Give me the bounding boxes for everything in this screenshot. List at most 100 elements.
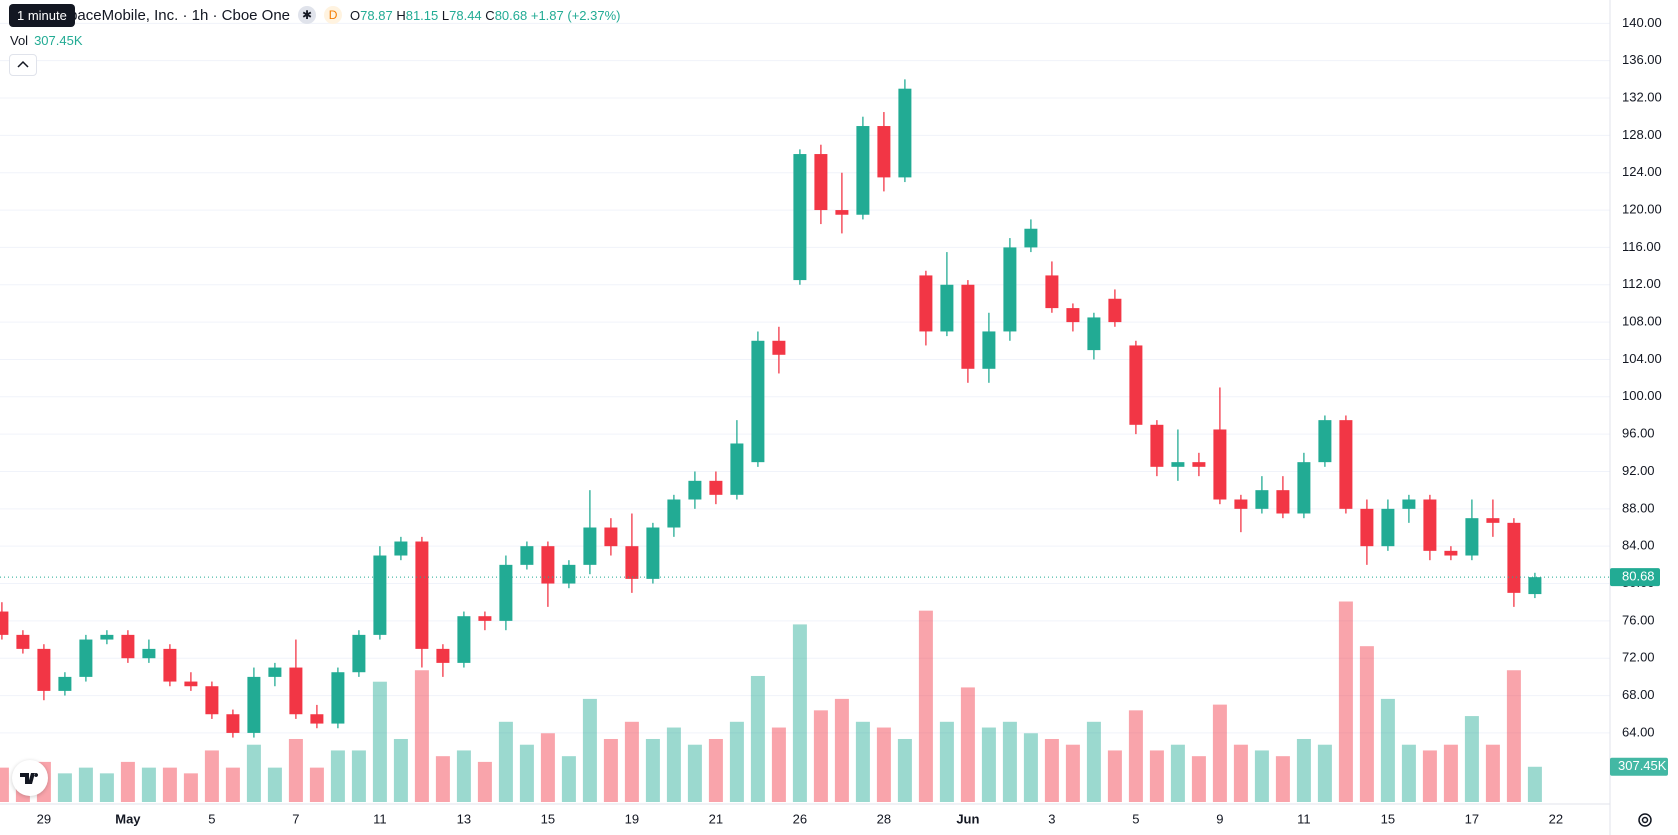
candle-body xyxy=(268,667,282,677)
volume-bar xyxy=(141,767,156,802)
candle-body xyxy=(247,676,261,733)
candle-body xyxy=(625,546,639,579)
y-tick-label: 64.00 xyxy=(1622,724,1655,739)
volume-bar xyxy=(456,750,471,802)
volume-bar xyxy=(1212,704,1227,802)
x-tick-label: 13 xyxy=(457,811,471,826)
candle-body xyxy=(1402,499,1416,509)
volume-bar xyxy=(393,738,408,802)
candle-body xyxy=(982,331,996,369)
candle-body xyxy=(1192,462,1206,467)
tradingview-logo[interactable] xyxy=(12,760,48,796)
y-tick-label: 136.00 xyxy=(1622,52,1662,67)
volume-bar xyxy=(813,710,828,802)
volume-bar xyxy=(309,767,324,802)
volume-bar xyxy=(876,727,891,802)
candle-body xyxy=(688,480,702,500)
volume-bar xyxy=(582,698,597,802)
x-tick-label: May xyxy=(115,811,141,826)
candle-body xyxy=(37,648,51,691)
volume-bar xyxy=(561,756,576,802)
volume-bar xyxy=(1044,738,1059,802)
y-tick-label: 128.00 xyxy=(1622,127,1662,142)
x-tick-label: 28 xyxy=(877,811,891,826)
volume-bar xyxy=(414,670,429,802)
volume-bar xyxy=(960,687,975,802)
volume-bar xyxy=(603,738,618,802)
x-tick-label: 3 xyxy=(1048,811,1055,826)
x-tick-label: 26 xyxy=(793,811,807,826)
volume-bar xyxy=(771,727,786,802)
candle-body xyxy=(1486,518,1500,523)
volume-bar xyxy=(267,767,282,802)
candle-body xyxy=(310,714,324,724)
candle-body xyxy=(1444,550,1458,556)
candle-body xyxy=(1234,499,1248,509)
y-tick-label: 100.00 xyxy=(1622,388,1662,403)
volume-bar xyxy=(330,750,345,802)
volume-bar xyxy=(1317,744,1332,802)
candle-body xyxy=(499,564,513,621)
y-tick-label: 76.00 xyxy=(1622,612,1655,627)
candle-body xyxy=(1150,424,1164,467)
volume-bar xyxy=(897,738,912,802)
price-tag xyxy=(1610,568,1660,587)
candle-body xyxy=(772,340,786,355)
candle-body xyxy=(1066,308,1080,323)
candle-body xyxy=(646,527,660,579)
volume-legend: Vol 307.45K xyxy=(10,33,83,48)
volume-bar xyxy=(792,624,807,802)
candle-body xyxy=(856,126,870,215)
chevron-icon xyxy=(17,60,29,68)
volume-bar xyxy=(435,756,450,802)
y-tick-label: 124.00 xyxy=(1622,164,1662,179)
candle-body xyxy=(58,676,72,691)
volume-bar xyxy=(1338,601,1353,802)
candle-body xyxy=(667,499,681,528)
volume-bar xyxy=(1107,750,1122,802)
candle-body xyxy=(436,648,450,663)
volume-bar xyxy=(540,733,555,802)
volume-bar xyxy=(1002,721,1017,802)
volume-bar xyxy=(351,750,366,802)
candle-body xyxy=(1465,518,1479,556)
y-tick-label: 120.00 xyxy=(1622,202,1662,217)
y-tick-label: 88.00 xyxy=(1622,500,1655,515)
volume-bar xyxy=(1128,710,1143,802)
candle-body xyxy=(394,541,408,556)
volume-bar xyxy=(162,767,177,802)
candle-body xyxy=(184,681,198,687)
x-tick-label: 5 xyxy=(208,811,215,826)
volume-bar xyxy=(1506,670,1521,802)
x-tick-label: 15 xyxy=(1381,811,1395,826)
candle-body xyxy=(1087,317,1101,351)
y-tick-label: 96.00 xyxy=(1622,426,1655,441)
volume-bar xyxy=(708,738,723,802)
volume-bar xyxy=(204,750,219,802)
status-badge: ✱ xyxy=(298,6,317,24)
candle-body xyxy=(121,634,135,659)
volume-bar xyxy=(1464,716,1479,802)
volume-bar xyxy=(225,767,240,802)
candle-body xyxy=(1318,420,1332,463)
candle-body xyxy=(877,126,891,178)
volume-bar xyxy=(1422,750,1437,802)
candle-body xyxy=(730,443,744,495)
candle-body xyxy=(226,714,240,733)
collapse-button[interactable] xyxy=(9,54,37,76)
y-tick-label: 116.00 xyxy=(1622,239,1661,254)
candle-body xyxy=(352,634,366,673)
candle-body xyxy=(898,88,912,178)
y-tick-label: 84.00 xyxy=(1622,538,1655,553)
candle-body xyxy=(1276,490,1290,514)
x-tick-label: 19 xyxy=(625,811,639,826)
volume-bar xyxy=(855,721,870,802)
y-tick-label: 132.00 xyxy=(1622,89,1662,104)
candle-body xyxy=(205,686,219,715)
delay-badge: D xyxy=(324,6,343,24)
ohlc-key: L xyxy=(441,7,450,23)
volume-tag-label: 307.45K xyxy=(1618,758,1667,773)
y-tick-label: 140.00 xyxy=(1622,15,1662,30)
settings-icon[interactable] xyxy=(1634,809,1656,831)
volume-bar xyxy=(78,767,93,802)
